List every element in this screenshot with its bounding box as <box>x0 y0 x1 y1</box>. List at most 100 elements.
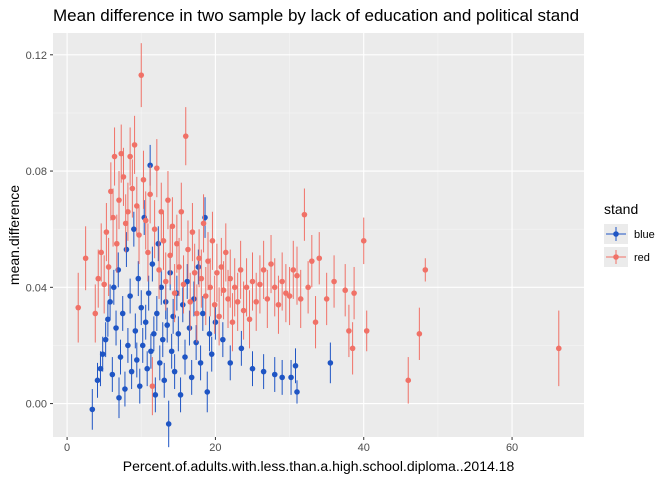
point-blue <box>195 264 202 270</box>
point-red <box>118 150 125 157</box>
point-blue <box>122 386 128 392</box>
point-blue <box>128 368 135 375</box>
point-blue <box>152 392 159 398</box>
point-red <box>92 310 99 317</box>
point-red <box>305 284 311 291</box>
point-blue <box>135 275 142 282</box>
point-red <box>149 383 156 389</box>
point-red <box>187 299 193 305</box>
point-red <box>136 232 142 238</box>
point-red <box>218 264 225 270</box>
legend-label-red: red <box>634 252 650 264</box>
point-blue <box>179 301 186 308</box>
point-blue <box>111 284 117 291</box>
point-blue <box>131 226 137 232</box>
point-red <box>309 258 315 264</box>
point-red <box>127 153 133 160</box>
point-blue <box>260 368 267 375</box>
point-red <box>211 301 218 308</box>
point-red <box>290 267 297 273</box>
point-red <box>214 269 220 276</box>
point-red <box>125 208 131 215</box>
point-red <box>323 296 330 302</box>
point-blue <box>271 371 278 378</box>
point-blue <box>193 339 199 346</box>
point-blue <box>204 389 211 395</box>
point-blue <box>279 374 285 381</box>
y-tick-label: 0.00 <box>26 399 47 411</box>
point-red <box>416 331 423 337</box>
point-red <box>108 188 114 195</box>
point-red <box>169 223 176 230</box>
point-red <box>103 229 110 235</box>
point-red <box>198 275 205 282</box>
point-red <box>167 252 173 259</box>
point-red <box>301 211 308 218</box>
point-red <box>243 284 250 291</box>
point-red <box>207 284 214 291</box>
point-blue <box>175 331 182 337</box>
point-blue <box>165 421 172 427</box>
point-blue <box>138 304 145 311</box>
point-blue <box>155 240 162 247</box>
point-blue <box>182 354 188 360</box>
point-blue <box>102 336 109 343</box>
point-blue <box>119 310 126 317</box>
point-red <box>249 278 256 285</box>
point-red <box>279 278 285 285</box>
point-red <box>142 217 149 224</box>
point-red <box>140 176 147 183</box>
point-red <box>422 267 429 273</box>
point-red <box>82 255 89 262</box>
point-red <box>257 281 263 288</box>
point-red <box>110 214 116 221</box>
point-blue <box>208 351 215 357</box>
legend-title: stand <box>604 201 638 217</box>
point-blue <box>89 406 96 413</box>
point-red <box>312 319 319 325</box>
point-blue <box>161 377 168 384</box>
point-blue <box>212 319 219 325</box>
point-red <box>75 304 82 311</box>
point-red <box>95 275 102 282</box>
point-red <box>196 255 202 262</box>
point-blue <box>168 348 175 355</box>
plot-panel <box>53 33 584 437</box>
point-blue <box>177 392 184 398</box>
point-red <box>176 264 182 270</box>
point-blue <box>164 322 171 328</box>
point-red <box>174 240 180 247</box>
point-red <box>220 287 227 294</box>
point-red <box>122 220 129 227</box>
point-blue <box>123 246 130 253</box>
point-blue <box>249 365 256 372</box>
point-blue <box>134 357 140 363</box>
point-red <box>271 284 278 291</box>
point-blue <box>200 310 206 317</box>
point-red <box>189 229 196 235</box>
point-red <box>105 264 112 270</box>
y-tick-label: 0.08 <box>26 166 47 178</box>
x-tick-label: 0 <box>64 442 70 454</box>
point-blue <box>144 365 150 372</box>
point-blue <box>149 261 156 267</box>
point-blue <box>142 319 149 325</box>
point-blue <box>159 336 166 343</box>
point-red <box>156 267 162 273</box>
point-red <box>227 275 234 282</box>
y-axis-ticks: 0.00 0.04 0.08 0.12 <box>26 50 53 411</box>
point-blue <box>113 325 119 331</box>
point-red <box>160 238 167 244</box>
point-blue <box>105 316 111 323</box>
point-red <box>182 133 189 139</box>
point-red <box>260 267 267 273</box>
point-blue <box>292 362 299 369</box>
x-tick-label: 60 <box>506 442 518 454</box>
point-red <box>165 197 171 203</box>
point-red <box>222 249 229 256</box>
point-red <box>268 261 274 267</box>
point-red <box>171 290 178 296</box>
x-tick-label: 20 <box>209 442 221 454</box>
legend-label-blue: blue <box>634 229 655 241</box>
point-red <box>234 299 241 305</box>
